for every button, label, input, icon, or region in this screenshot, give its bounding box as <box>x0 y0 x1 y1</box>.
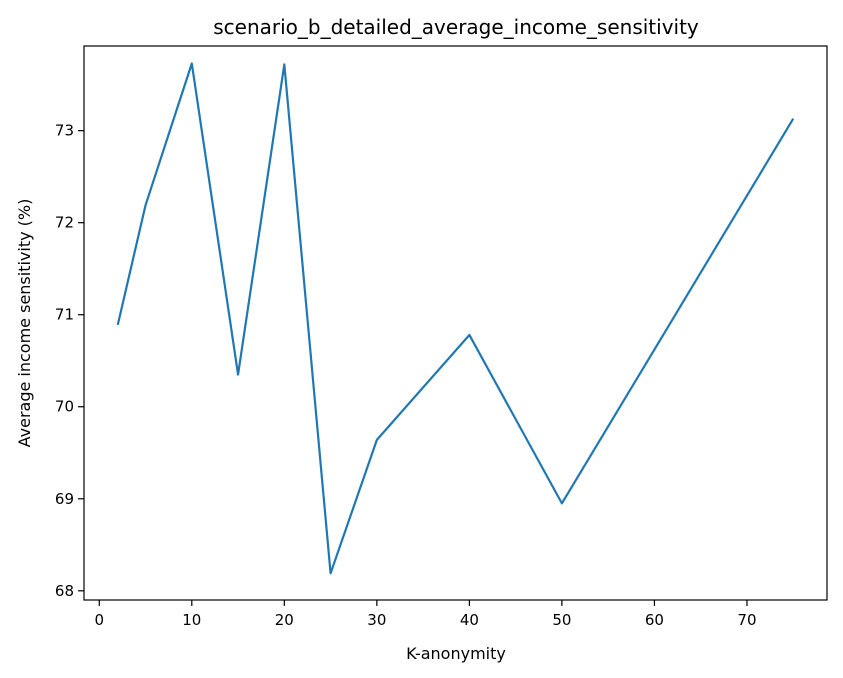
x-tick-label: 50 <box>552 611 571 629</box>
series-line <box>116 62 795 575</box>
x-tick-label: 40 <box>460 611 479 629</box>
y-tick-label: 71 <box>55 306 74 324</box>
x-axis: 0 10 20 30 40 50 60 70 <box>94 600 757 629</box>
x-tick-label: 0 <box>94 611 104 629</box>
x-tick-label: 70 <box>737 611 756 629</box>
y-tick-label: 73 <box>55 122 74 140</box>
x-axis-label: K-anonymity <box>406 644 506 663</box>
x-tick-label: 30 <box>367 611 386 629</box>
y-axis-label: Average income sensitivity (%) <box>15 199 34 448</box>
x-tick-label: 10 <box>182 611 201 629</box>
x-tick-label: 20 <box>275 611 294 629</box>
chart-title: scenario_b_detailed_average_income_sensi… <box>213 15 699 39</box>
y-tick-label: 70 <box>55 398 74 416</box>
x-tick-label: 60 <box>645 611 664 629</box>
y-tick-label: 72 <box>55 214 74 232</box>
plot-frame <box>83 45 828 601</box>
y-tick-label: 69 <box>55 490 74 508</box>
y-tick-label: 68 <box>55 582 74 600</box>
y-axis: 68 69 70 71 72 73 <box>55 122 84 600</box>
